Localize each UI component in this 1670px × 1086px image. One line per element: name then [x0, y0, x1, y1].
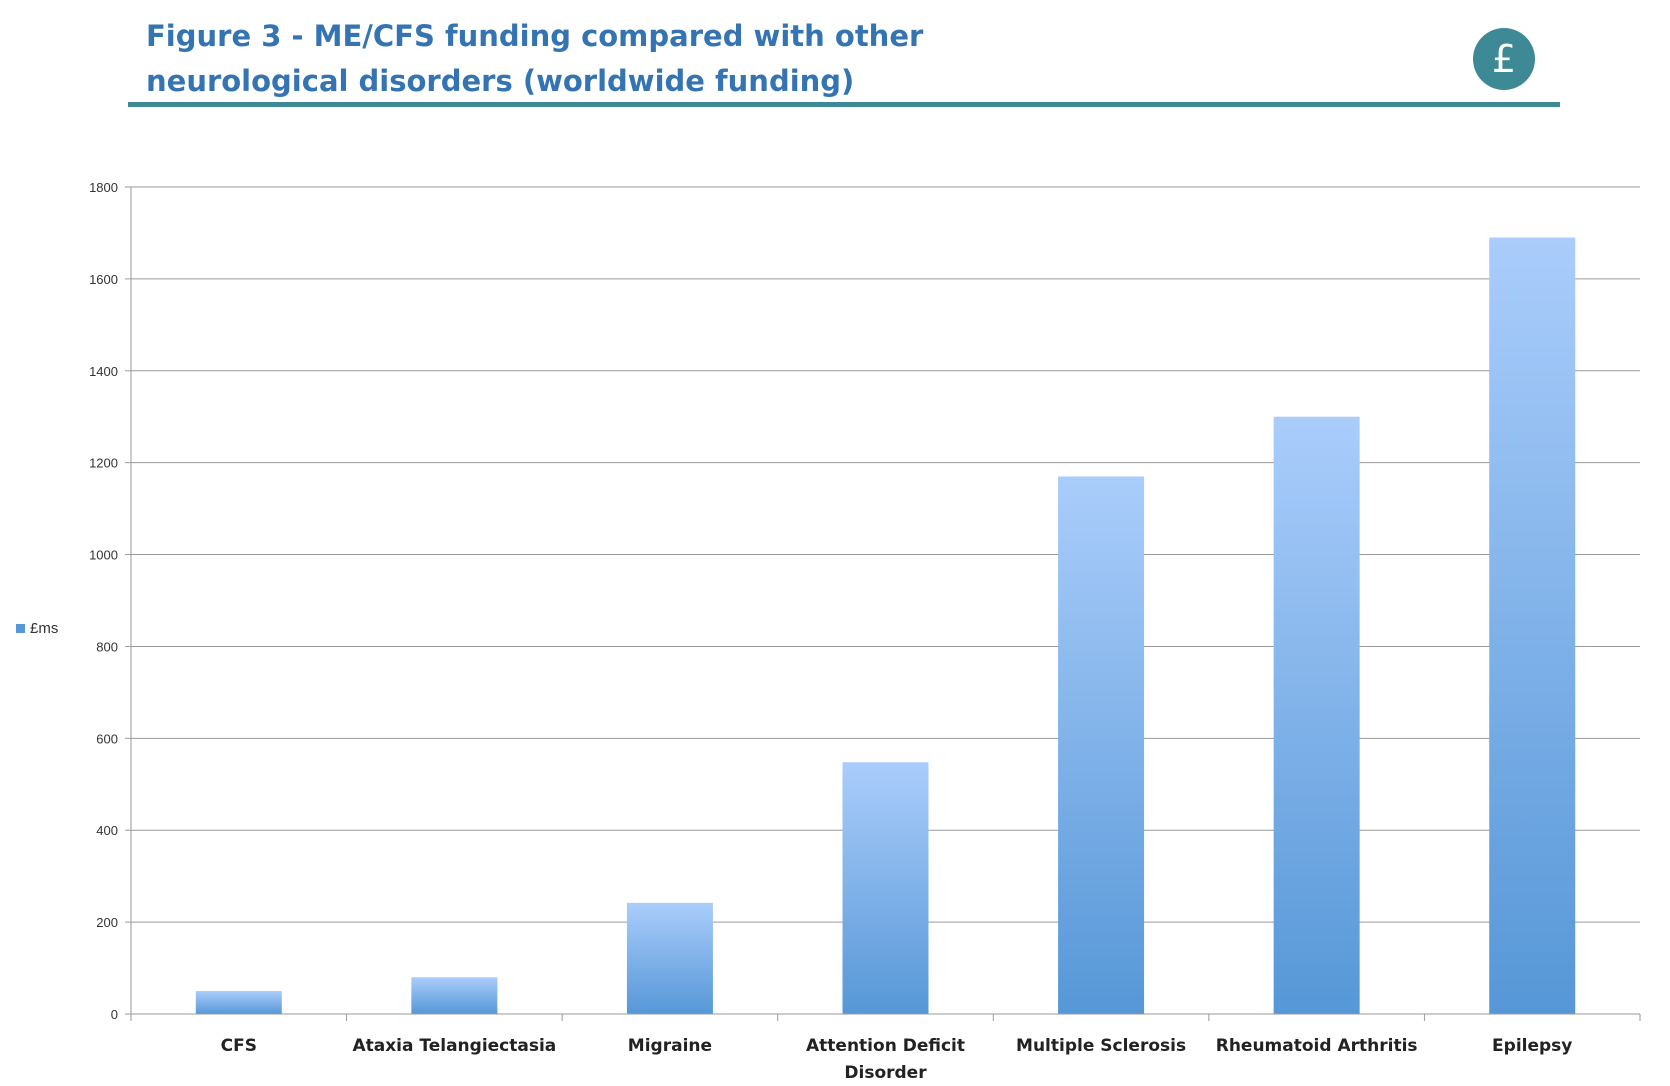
- y-tick-label: 1400: [89, 364, 118, 379]
- bar-migraine: [626, 902, 713, 1014]
- bars: [195, 237, 1576, 1015]
- x-category-label: CFS: [221, 1036, 257, 1056]
- header-divider: [128, 102, 1560, 107]
- axes: [125, 186, 1641, 1021]
- x-category-label: Ataxia Telangiectasia: [352, 1036, 556, 1056]
- bar-rheumatoid-arthritis: [1273, 416, 1360, 1014]
- y-tick-label: 0: [111, 1007, 118, 1022]
- x-category-label: Epilepsy: [1492, 1036, 1572, 1056]
- figure-title-line-1: Figure 3 - ME/CFS funding compared with …: [146, 19, 924, 53]
- bar-multiple-sclerosis: [1058, 476, 1145, 1014]
- figure-title: Figure 3 - ME/CFS funding compared with …: [146, 14, 1046, 104]
- y-tick-label: 1800: [89, 180, 118, 195]
- axis-labels: 0 200 400 600 800 1000 1200 1400 1600 1800 CFS Atax…: [89, 180, 1572, 1083]
- chart-legend: £ms: [16, 620, 58, 637]
- figure-title-line-2: neurological disorders (worldwide fundin…: [146, 64, 855, 98]
- y-tick-label: 800: [96, 639, 118, 654]
- bar-ataxia-telangiectasia: [411, 977, 498, 1014]
- bar-epilepsy: [1489, 237, 1576, 1015]
- pound-sign-icon: £: [1473, 28, 1535, 90]
- x-category-label: Attention Deficit Disorder: [806, 1036, 965, 1083]
- y-tick-label: 600: [96, 731, 118, 746]
- y-tick-label: 400: [96, 823, 118, 838]
- y-tick-label: 1000: [89, 548, 118, 563]
- x-category-label: Migraine: [628, 1036, 712, 1056]
- x-category-label: Rheumatoid Arthritis: [1216, 1036, 1418, 1056]
- bar-cfs: [195, 991, 282, 1014]
- x-category-label: Multiple Sclerosis: [1016, 1036, 1186, 1056]
- y-tick-label: 1200: [89, 456, 118, 471]
- legend-swatch: [16, 624, 25, 633]
- legend-label: £ms: [30, 620, 59, 637]
- y-tick-label: 1600: [89, 272, 118, 287]
- y-tick-label: 200: [96, 915, 118, 930]
- bar-attention-deficit-disorder: [842, 762, 929, 1014]
